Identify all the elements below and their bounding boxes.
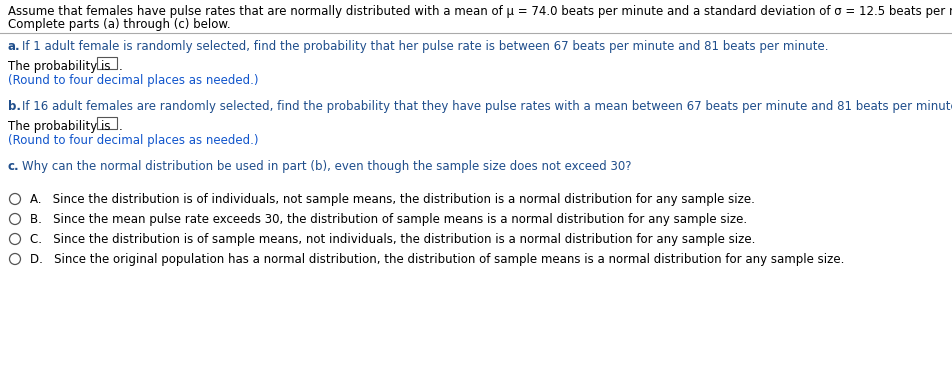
- Text: b.: b.: [8, 100, 21, 113]
- Text: If 16 adult females are randomly selected, find the probability that they have p: If 16 adult females are randomly selecte…: [22, 100, 952, 113]
- Text: Complete parts (a) through (c) below.: Complete parts (a) through (c) below.: [8, 18, 230, 31]
- Text: The probability is: The probability is: [8, 60, 110, 73]
- Text: (Round to four decimal places as needed.): (Round to four decimal places as needed.…: [8, 74, 258, 87]
- Text: The probability is: The probability is: [8, 120, 110, 133]
- Text: a.: a.: [8, 40, 21, 53]
- Text: If 1 adult female is randomly selected, find the probability that her pulse rate: If 1 adult female is randomly selected, …: [22, 40, 827, 53]
- Text: B.   Since the mean pulse rate exceeds 30, the distribution of sample means is a: B. Since the mean pulse rate exceeds 30,…: [30, 213, 746, 226]
- Text: .: .: [119, 120, 123, 133]
- Bar: [97, 117, 117, 129]
- Text: (Round to four decimal places as needed.): (Round to four decimal places as needed.…: [8, 134, 258, 147]
- Text: D.   Since the original population has a normal distribution, the distribution o: D. Since the original population has a n…: [30, 253, 843, 266]
- Bar: [97, 57, 117, 69]
- Text: C.   Since the distribution is of sample means, not individuals, the distributio: C. Since the distribution is of sample m…: [30, 233, 755, 246]
- Text: c.: c.: [8, 160, 20, 173]
- Text: A.   Since the distribution is of individuals, not sample means, the distributio: A. Since the distribution is of individu…: [30, 193, 754, 206]
- Text: Assume that females have pulse rates that are normally distributed with a mean o: Assume that females have pulse rates tha…: [8, 5, 952, 18]
- Text: .: .: [119, 60, 123, 73]
- Text: Why can the normal distribution be used in part (b), even though the sample size: Why can the normal distribution be used …: [22, 160, 631, 173]
